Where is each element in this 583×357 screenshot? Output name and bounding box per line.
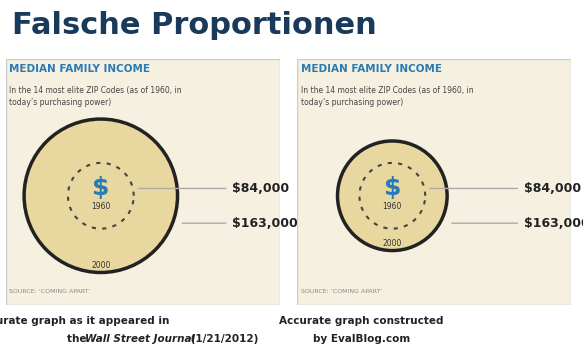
Text: $: $ [92, 176, 110, 201]
Text: 1960: 1960 [91, 202, 111, 211]
Circle shape [338, 141, 447, 251]
Circle shape [24, 119, 178, 272]
Text: SOURCE: ‘COMING APART’: SOURCE: ‘COMING APART’ [9, 290, 91, 295]
Text: Falsche Proportionen: Falsche Proportionen [12, 11, 377, 40]
Text: SOURCE: ‘COMING APART’: SOURCE: ‘COMING APART’ [301, 290, 382, 295]
Text: $84,000: $84,000 [524, 182, 581, 195]
Text: Accurate graph constructed: Accurate graph constructed [279, 316, 444, 326]
Text: $84,000: $84,000 [233, 182, 290, 195]
Text: In the 14 most elite ZIP Codes (as of 1960, in
today’s purchasing power): In the 14 most elite ZIP Codes (as of 19… [9, 86, 182, 107]
Text: (1/21/2012): (1/21/2012) [187, 334, 258, 344]
FancyBboxPatch shape [297, 59, 571, 305]
FancyBboxPatch shape [6, 59, 280, 305]
Text: $: $ [384, 176, 401, 201]
Text: MEDIAN FAMILY INCOME: MEDIAN FAMILY INCOME [9, 64, 150, 74]
Text: MEDIAN FAMILY INCOME: MEDIAN FAMILY INCOME [301, 64, 442, 74]
Text: the: the [67, 334, 90, 344]
Text: 2000: 2000 [91, 261, 111, 270]
Text: $163,000: $163,000 [524, 217, 583, 230]
Text: by EvalBlog.com: by EvalBlog.com [313, 334, 410, 344]
Text: 1960: 1960 [382, 202, 402, 211]
Text: Inaccurate graph as it appeared in: Inaccurate graph as it appeared in [0, 316, 169, 326]
Text: Wall Street Journal: Wall Street Journal [85, 334, 195, 344]
Text: In the 14 most elite ZIP Codes (as of 1960, in
today’s purchasing power): In the 14 most elite ZIP Codes (as of 19… [301, 86, 473, 107]
Text: 2000: 2000 [382, 239, 402, 248]
Text: $163,000: $163,000 [233, 217, 298, 230]
